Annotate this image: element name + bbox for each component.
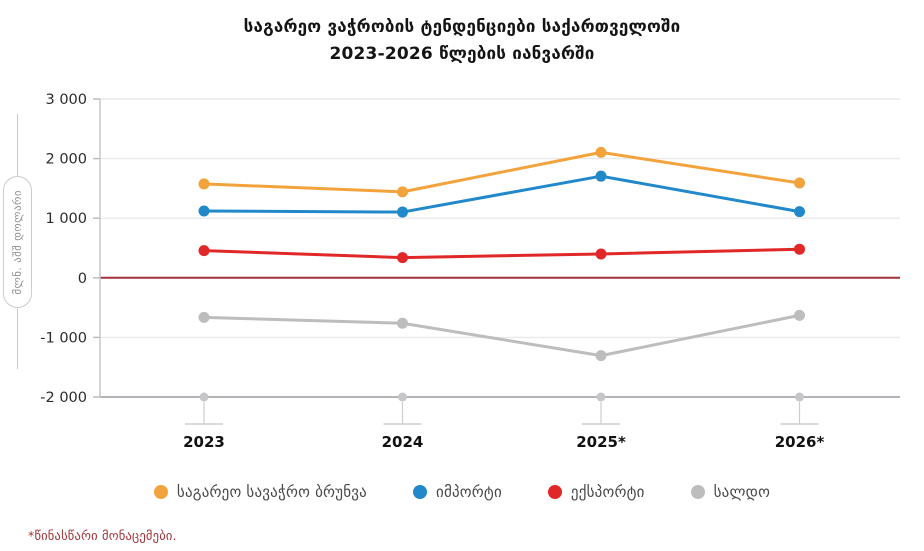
series-line	[202, 247, 801, 260]
data-point	[595, 170, 607, 182]
data-point	[794, 243, 805, 255]
chart-title: საგარეო ვაჭრობის ტენდენციები საქართველოშ…	[243, 17, 681, 37]
legend-label-import: იმპორტი	[435, 483, 502, 501]
data-point	[794, 206, 805, 218]
saldo-dot-icon	[690, 485, 705, 499]
x-axis-dot	[795, 392, 804, 402]
data-point	[794, 177, 805, 189]
export-dot-icon	[547, 485, 562, 499]
x-tick-label: 2023	[183, 433, 225, 451]
data-point	[397, 252, 408, 264]
chart-subtitle: 2023-2026 წლების იანვარში	[329, 44, 595, 64]
turnover-dot-icon	[153, 485, 168, 499]
x-tick-label: 2026*	[775, 433, 825, 451]
x-axis-dot	[398, 392, 407, 402]
series-line	[202, 174, 801, 214]
data-point	[198, 311, 210, 323]
data-point	[595, 350, 607, 362]
legend-item-turnover: საგარეო სავაჭრო ბრუნვა	[153, 483, 367, 501]
legend-item-saldo: სალდო	[690, 483, 771, 501]
data-point	[198, 205, 210, 217]
data-point	[397, 317, 408, 329]
y-tick-label: -1 000	[40, 330, 87, 346]
data-point	[198, 245, 210, 257]
data-point	[198, 178, 210, 190]
y-tick-label: -2 000	[40, 390, 87, 406]
legend-item-import: იმპორტი	[412, 483, 502, 501]
data-point	[595, 248, 607, 260]
y-tick-label: 2 000	[45, 152, 87, 168]
legend-label-turnover: საგარეო სავაჭრო ბრუნვა	[176, 483, 367, 501]
legend-label-saldo: სალდო	[713, 483, 771, 501]
data-point	[794, 309, 805, 321]
import-dot-icon	[412, 485, 427, 499]
y-tick-label: 0	[78, 271, 87, 287]
legend-label-export: ექსპორტი	[570, 483, 645, 501]
data-point	[397, 206, 408, 218]
x-axis-dot	[596, 392, 606, 402]
chart-header: საგარეო ვაჭრობის ტენდენციები საქართველოშ…	[0, 14, 924, 68]
legend-item-export: ექსპორტი	[547, 483, 645, 501]
x-tick-label: 2024	[382, 433, 424, 451]
x-tick-label: 2025*	[576, 433, 626, 451]
footnote: *წინასწარი მონაცემები.	[28, 528, 177, 543]
series-line	[202, 313, 801, 358]
plot-area: 3 000 2 000 1 000 0 -1 000 -2 000 2023 2024 2025…	[40, 92, 900, 451]
chart-legend: საგარეო სავაჭრო ბრუნვა იმპორტი ექსპორტი …	[0, 483, 924, 501]
x-axis-dot	[199, 392, 209, 402]
data-point	[595, 146, 607, 158]
data-point	[397, 186, 408, 198]
y-axis-label-pill: მლნ. აშშ დოლარი	[3, 176, 32, 308]
y-tick-label: 3 000	[45, 92, 87, 108]
y-tick-label: 1 000	[45, 211, 87, 227]
series-line	[202, 150, 801, 194]
